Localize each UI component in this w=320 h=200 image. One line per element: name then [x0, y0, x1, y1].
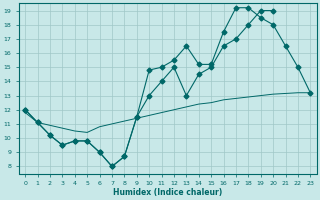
X-axis label: Humidex (Indice chaleur): Humidex (Indice chaleur) [113, 188, 222, 197]
